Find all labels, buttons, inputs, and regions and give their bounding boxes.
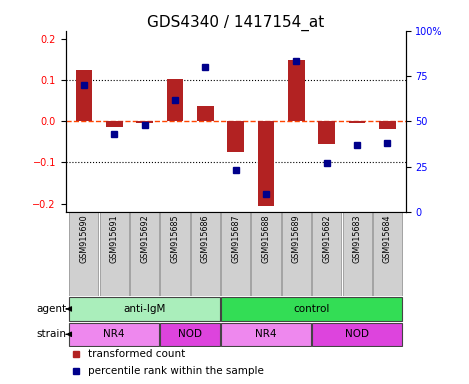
- Text: anti-IgM: anti-IgM: [123, 304, 166, 314]
- Bar: [197, 106, 214, 121]
- Bar: [136, 121, 153, 123]
- Bar: [379, 121, 396, 129]
- Bar: [288, 60, 305, 121]
- Bar: [191, 212, 220, 296]
- Bar: [99, 212, 129, 296]
- Bar: [221, 297, 402, 321]
- Text: control: control: [294, 304, 330, 314]
- Bar: [342, 212, 371, 296]
- Text: GSM915685: GSM915685: [170, 214, 180, 263]
- Bar: [257, 121, 274, 205]
- Bar: [106, 121, 122, 127]
- Text: GSM915682: GSM915682: [322, 214, 331, 263]
- Bar: [166, 79, 183, 121]
- Text: NR4: NR4: [104, 329, 125, 339]
- Bar: [69, 212, 98, 296]
- Bar: [69, 323, 159, 346]
- Text: NOD: NOD: [345, 329, 369, 339]
- Bar: [318, 121, 335, 144]
- Text: transformed count: transformed count: [88, 349, 185, 359]
- Text: GSM915691: GSM915691: [110, 214, 119, 263]
- Bar: [160, 212, 189, 296]
- Bar: [312, 212, 341, 296]
- Bar: [69, 297, 220, 321]
- Text: percentile rank within the sample: percentile rank within the sample: [88, 366, 264, 376]
- Text: strain: strain: [36, 329, 66, 339]
- Bar: [221, 323, 311, 346]
- Bar: [373, 212, 402, 296]
- Bar: [160, 323, 220, 346]
- Text: GSM915688: GSM915688: [262, 214, 271, 263]
- Text: GSM915684: GSM915684: [383, 214, 392, 263]
- Text: GSM915692: GSM915692: [140, 214, 149, 263]
- Text: GSM915687: GSM915687: [231, 214, 240, 263]
- Text: GSM915689: GSM915689: [292, 214, 301, 263]
- Title: GDS4340 / 1417154_at: GDS4340 / 1417154_at: [147, 15, 324, 31]
- Text: NR4: NR4: [255, 329, 277, 339]
- Bar: [312, 323, 402, 346]
- Bar: [282, 212, 311, 296]
- Bar: [251, 212, 280, 296]
- Text: NOD: NOD: [178, 329, 202, 339]
- Text: agent: agent: [36, 304, 66, 314]
- Bar: [130, 212, 159, 296]
- Bar: [76, 70, 92, 121]
- Text: GSM915686: GSM915686: [201, 214, 210, 263]
- Bar: [349, 121, 365, 123]
- Text: GSM915690: GSM915690: [79, 214, 88, 263]
- Text: GSM915683: GSM915683: [353, 214, 362, 263]
- Bar: [227, 121, 244, 152]
- Bar: [221, 212, 250, 296]
